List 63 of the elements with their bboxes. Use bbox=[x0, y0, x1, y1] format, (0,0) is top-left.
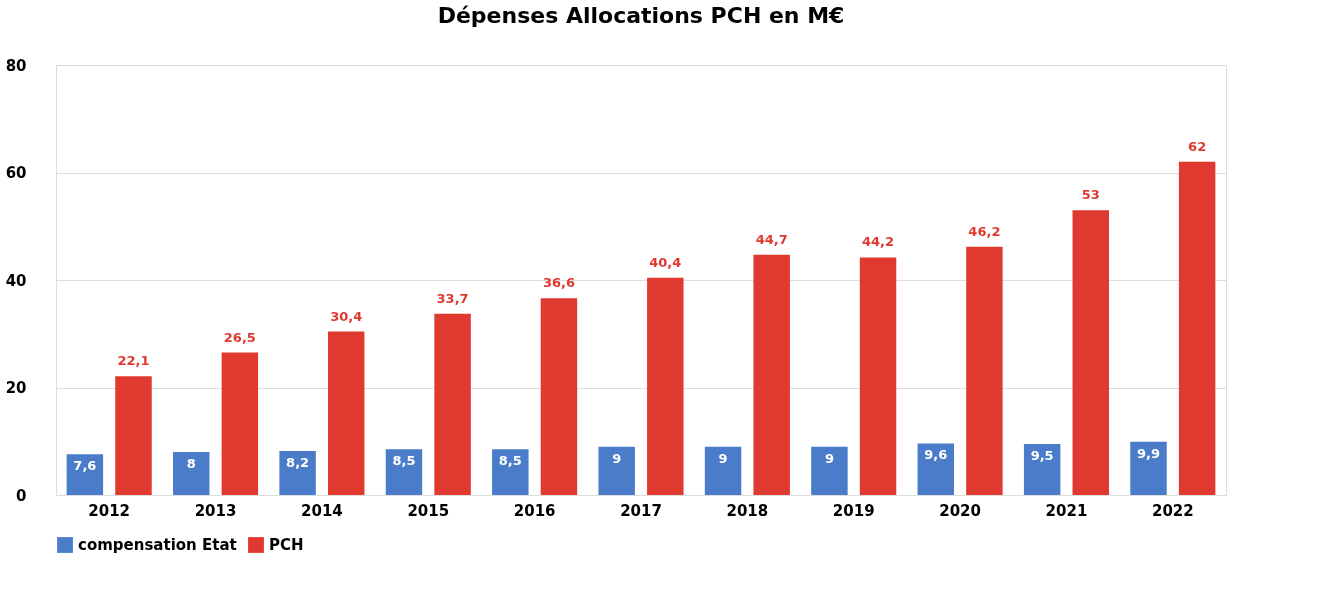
y-tick-label: 60 bbox=[5, 164, 27, 182]
data-label: 8,5 bbox=[498, 453, 522, 469]
y-tick-label: 0 bbox=[16, 486, 27, 505]
bar bbox=[753, 254, 790, 495]
data-label: 40,4 bbox=[649, 254, 682, 270]
x-tick-label: 2022 bbox=[1151, 501, 1194, 520]
x-tick-label: 2013 bbox=[194, 501, 237, 520]
chart-title: Dépenses Allocations PCH en M€ bbox=[437, 3, 845, 28]
bar bbox=[917, 443, 955, 495]
bar bbox=[647, 277, 684, 495]
data-label: 8,2 bbox=[286, 454, 310, 470]
data-label: 9,5 bbox=[1030, 447, 1054, 463]
data-label: 53 bbox=[1081, 187, 1100, 203]
bar bbox=[1072, 210, 1109, 495]
y-tick-label: 20 bbox=[5, 379, 27, 397]
data-label: 36,6 bbox=[542, 275, 575, 291]
bar bbox=[173, 452, 210, 495]
bar bbox=[540, 298, 578, 495]
bar bbox=[1178, 161, 1216, 495]
bar bbox=[385, 449, 423, 495]
bar bbox=[966, 246, 1003, 495]
x-tick-label: 2017 bbox=[620, 501, 662, 520]
data-label: 9,9 bbox=[1136, 445, 1161, 461]
bar bbox=[1130, 441, 1167, 495]
x-tick-label: 2016 bbox=[513, 501, 556, 520]
bar bbox=[221, 352, 259, 495]
bar bbox=[598, 446, 635, 495]
x-tick-label: 2015 bbox=[407, 501, 450, 520]
legend-label: PCH bbox=[269, 536, 304, 554]
bar bbox=[1023, 443, 1061, 495]
data-label: 33,7 bbox=[436, 290, 469, 306]
bar bbox=[434, 313, 471, 495]
bar bbox=[492, 449, 529, 495]
x-tick-label: 2019 bbox=[832, 501, 875, 520]
bar bbox=[279, 450, 316, 495]
data-label: 44,7 bbox=[755, 231, 788, 247]
data-label: 8,5 bbox=[392, 453, 416, 469]
data-label: 30,4 bbox=[330, 308, 363, 324]
data-label: 9 bbox=[718, 450, 728, 466]
data-label: 7,6 bbox=[73, 458, 97, 474]
y-tick-label: 80 bbox=[5, 56, 27, 75]
bar bbox=[859, 257, 897, 495]
data-label: 8 bbox=[186, 456, 196, 471]
bar bbox=[327, 331, 365, 495]
bar bbox=[811, 446, 848, 495]
x-tick-label: 2012 bbox=[88, 501, 131, 520]
data-label: 62 bbox=[1188, 138, 1207, 154]
data-label: 26,5 bbox=[223, 329, 256, 345]
legend-label: compensation Etat bbox=[78, 536, 237, 554]
data-label: 44,2 bbox=[862, 234, 895, 250]
data-label: 9,6 bbox=[924, 447, 948, 463]
x-tick-label: 2021 bbox=[1045, 501, 1088, 520]
data-label: 22,1 bbox=[117, 353, 150, 369]
bar bbox=[66, 454, 104, 495]
data-label: 46,2 bbox=[968, 223, 1001, 239]
y-tick-label: 40 bbox=[5, 271, 27, 290]
bar bbox=[704, 446, 742, 495]
data-label: 9 bbox=[824, 450, 834, 466]
x-tick-label: 2014 bbox=[301, 501, 343, 520]
bar bbox=[115, 376, 152, 495]
x-tick-label: 2018 bbox=[726, 501, 769, 520]
x-tick-label: 2020 bbox=[939, 501, 981, 520]
data-label: 9 bbox=[612, 450, 622, 466]
